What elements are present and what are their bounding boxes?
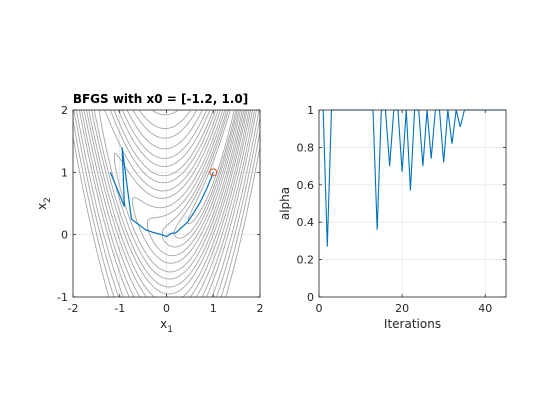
right-y-tick-label: 0: [307, 291, 314, 304]
left-chart-title: BFGS with x0 = [-1.2, 1.0]: [73, 92, 248, 106]
alpha-line-panel: 0 20 40 0 0.2 0.4 0.6 0.8 1 Iterations alpha: [278, 104, 507, 331]
left-y-axis-label-subscript: 2: [43, 197, 53, 203]
right-x-tick-labels: 0 20 40: [316, 302, 493, 315]
right-x-tick-label: 20: [395, 302, 409, 315]
right-y-tick-label: 0.8: [297, 141, 315, 154]
right-y-tick-label: 0.2: [297, 254, 315, 267]
rosenbrock-contours: [73, 110, 260, 297]
contour-level: [88, 110, 250, 297]
bfgs-path-line: [109, 147, 214, 238]
left-y-axis-label: x2: [35, 197, 53, 210]
contour-level: [147, 110, 240, 257]
contour-level: [98, 110, 245, 280]
left-x-tick-label: 1: [210, 302, 217, 315]
left-y-tick-labels: -1 0 1 2: [57, 104, 68, 304]
left-y-tick-label: 2: [61, 104, 68, 117]
contour-level: [161, 110, 238, 248]
right-y-axis-label: alpha: [278, 187, 292, 220]
left-x-axis-label-base: x: [160, 317, 167, 331]
contour-level: [83, 110, 254, 297]
left-y-tick-label: 1: [61, 166, 68, 179]
contour-level: [93, 110, 247, 288]
contour-level: [91, 110, 248, 295]
left-x-tick-label: 0: [163, 302, 170, 315]
minimum-marker: [209, 168, 218, 177]
optimization-path: [109, 147, 214, 238]
contour-level: [132, 110, 242, 264]
right-x-axis-label: Iterations: [384, 317, 441, 331]
right-x-tick-label: 0: [316, 302, 323, 315]
right-y-tick-label: 0.4: [297, 216, 315, 229]
contour-level: [173, 110, 237, 239]
left-x-tick-labels: -2 -1 0 1 2: [68, 302, 264, 315]
contour-level: [86, 110, 252, 297]
left-y-tick-label: -1: [57, 291, 68, 304]
left-x-tick-label: -1: [114, 302, 125, 315]
right-y-tick-label: 1: [307, 104, 314, 117]
contour-level: [81, 110, 256, 297]
left-x-tick-label: -2: [68, 302, 79, 315]
left-y-tick-label: 0: [61, 229, 68, 242]
left-x-tick-label: 2: [257, 302, 264, 315]
left-x-axis-label: x1: [160, 317, 173, 335]
left-y-axis-label-base: x: [35, 203, 49, 210]
contour-level: [114, 110, 243, 273]
right-axes-box: [318, 109, 507, 298]
right-y-tick-labels: 0 0.2 0.4 0.6 0.8 1: [297, 104, 315, 304]
left-tick-marks: [72, 109, 261, 298]
left-x-axis-label-subscript: 1: [167, 325, 173, 335]
right-tick-marks: [318, 109, 506, 298]
right-y-tick-label: 0.6: [297, 179, 315, 192]
minimum-circle: [209, 168, 218, 177]
right-x-tick-label: 40: [478, 302, 492, 315]
contour-level: [187, 110, 235, 225]
